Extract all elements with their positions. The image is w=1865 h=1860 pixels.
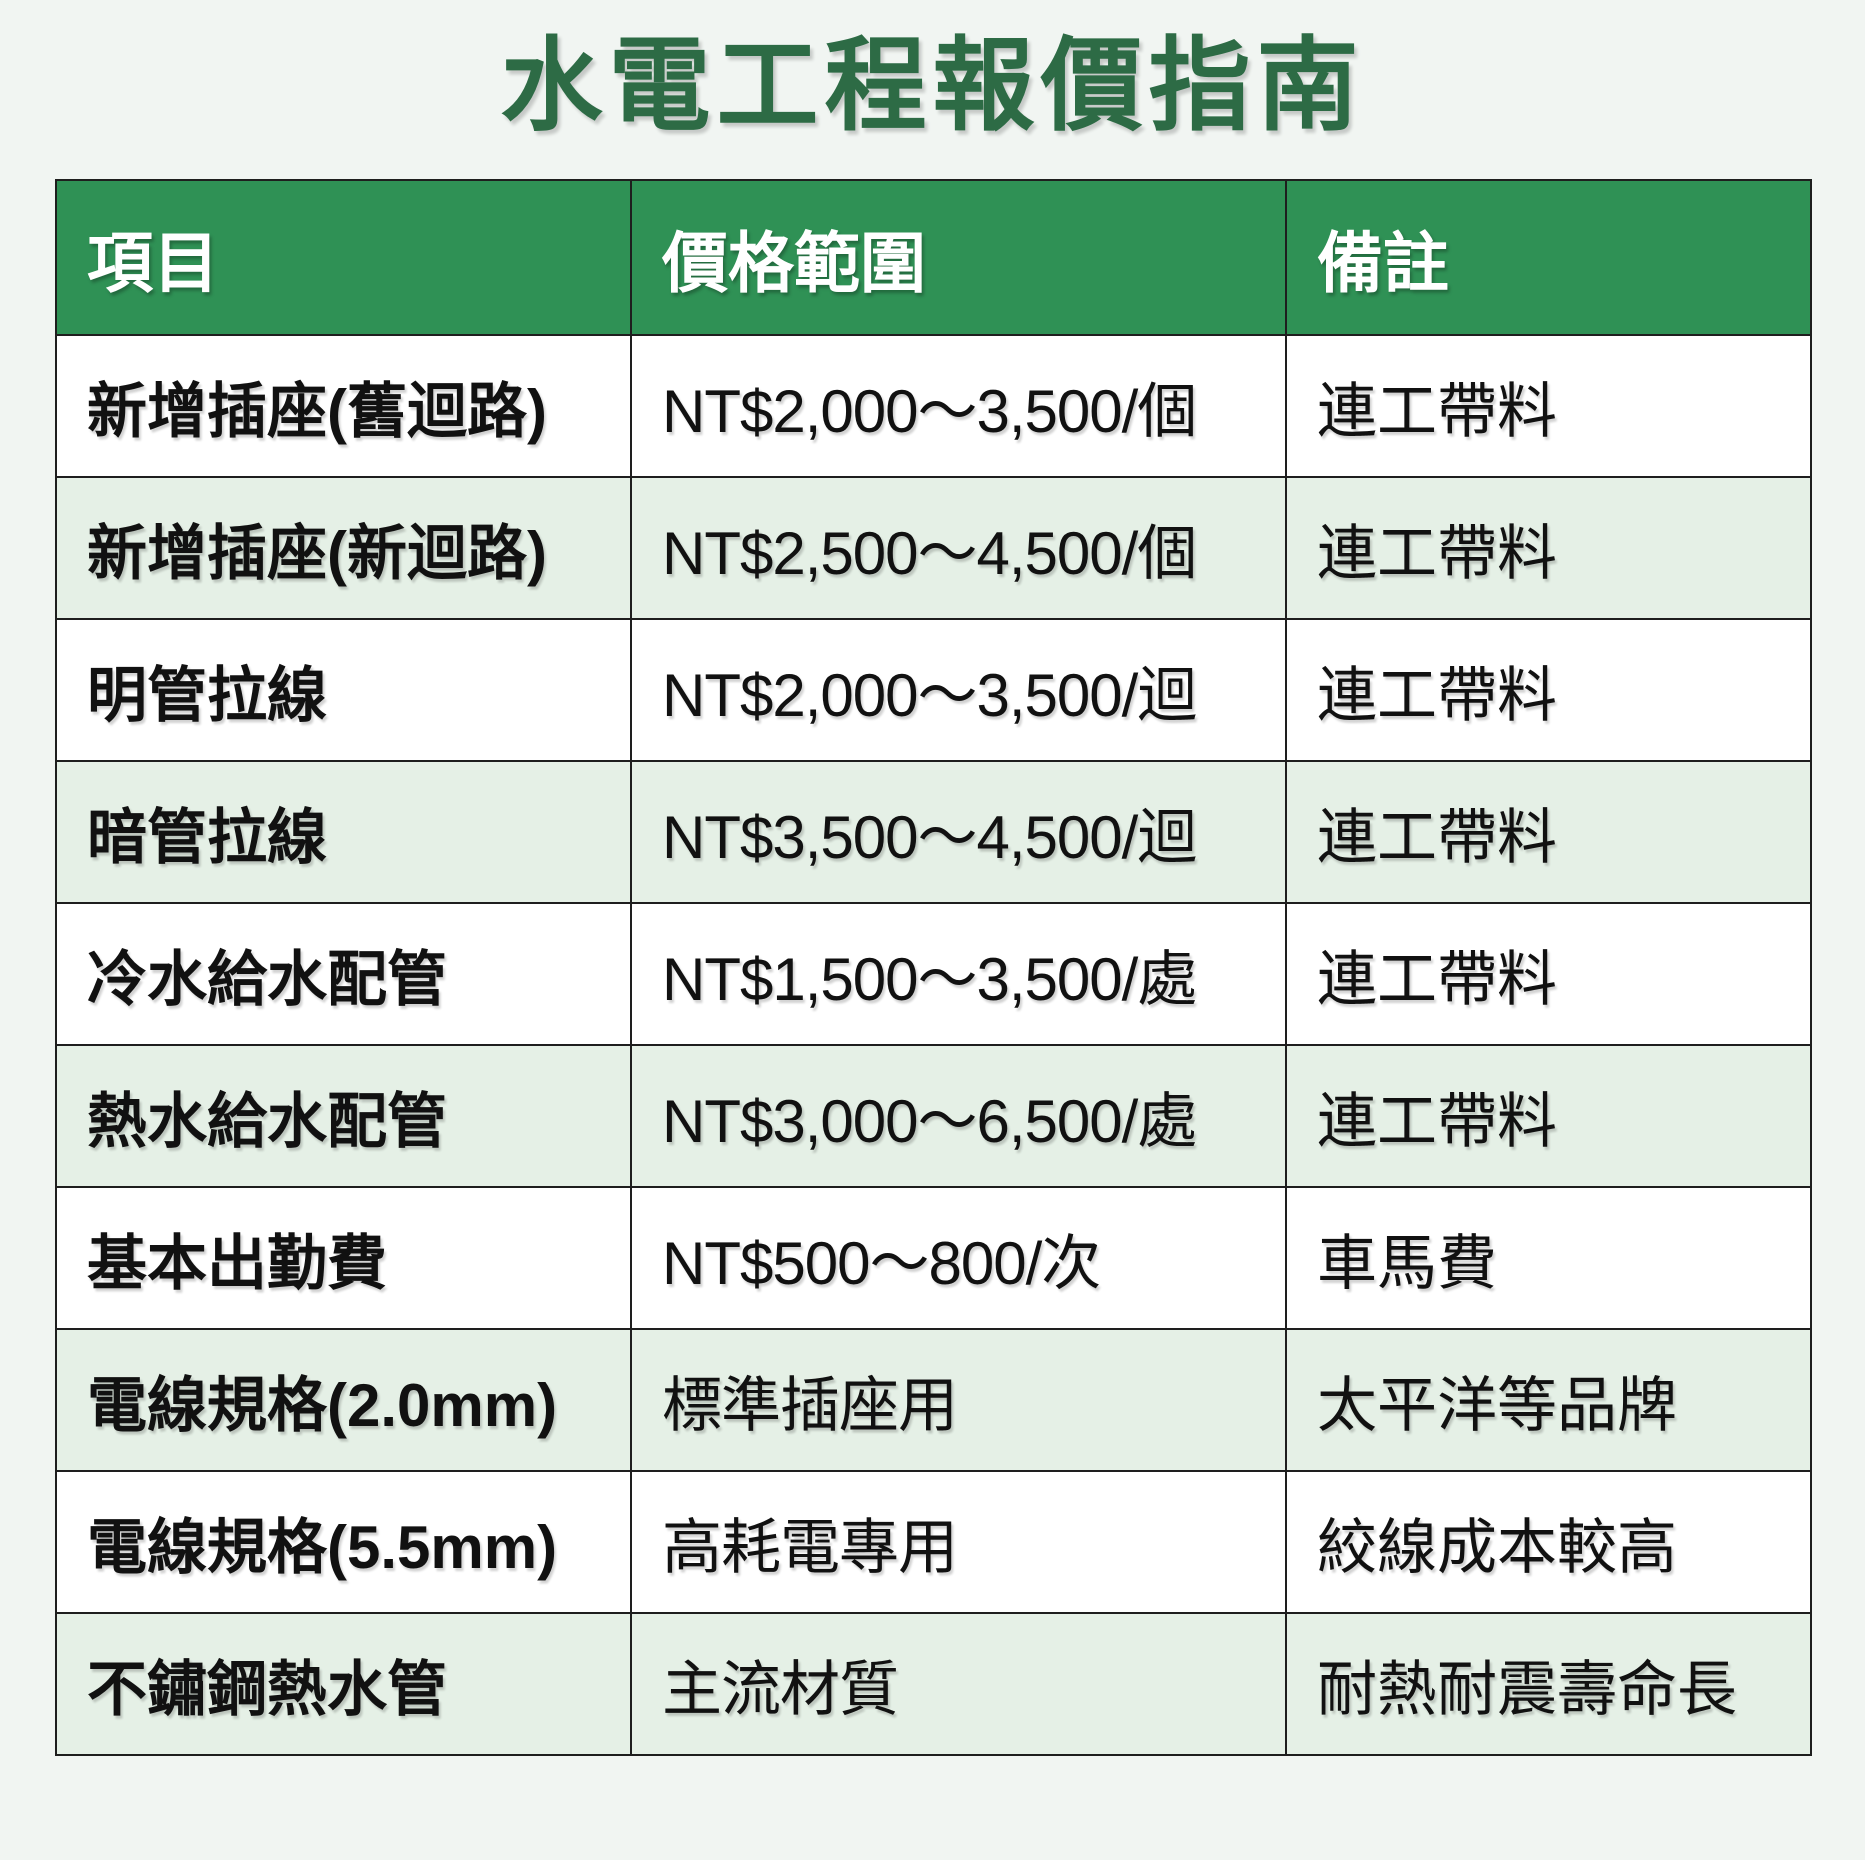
table-row: 熱水給水配管 NT$3,000〜6,500/處 連工帶料 <box>55 1044 1812 1188</box>
item-cell: 電線規格(5.5mm) <box>55 1470 632 1614</box>
item-cell: 基本出勤費 <box>55 1186 632 1330</box>
item-cell: 暗管拉線 <box>55 760 632 904</box>
price-cell: 標準插座用 <box>630 1328 1287 1472</box>
table-row: 基本出勤費 NT$500〜800/次 車馬費 <box>55 1186 1812 1330</box>
note-cell: 耐熱耐震壽命長 <box>1285 1612 1812 1756</box>
column-header-item: 項目 <box>55 179 632 336</box>
item-cell: 冷水給水配管 <box>55 902 632 1046</box>
page-title: 水電工程報價指南 <box>500 29 1365 143</box>
item-cell: 不鏽鋼熱水管 <box>55 1612 632 1756</box>
column-header-price-range: 價格範圍 <box>630 179 1287 336</box>
price-cell: NT$1,500〜3,500/處 <box>630 902 1287 1046</box>
table-row: 電線規格(2.0mm) 標準插座用 太平洋等品牌 <box>55 1328 1812 1472</box>
table-row: 明管拉線 NT$2,000〜3,500/迴 連工帶料 <box>55 618 1812 762</box>
table-header-row: 項目 價格範圍 備註 <box>55 179 1812 336</box>
table-row: 冷水給水配管 NT$1,500〜3,500/處 連工帶料 <box>55 902 1812 1046</box>
price-cell: 主流材質 <box>630 1612 1287 1756</box>
item-cell: 新增插座(舊迴路) <box>55 334 632 478</box>
price-cell: NT$2,000〜3,500/個 <box>630 334 1287 478</box>
price-cell: NT$2,500〜4,500/個 <box>630 476 1287 620</box>
note-cell: 連工帶料 <box>1285 1044 1812 1188</box>
note-cell: 連工帶料 <box>1285 476 1812 620</box>
item-cell: 明管拉線 <box>55 618 632 762</box>
table-row: 電線規格(5.5mm) 高耗電專用 絞線成本較高 <box>55 1470 1812 1614</box>
note-cell: 絞線成本較高 <box>1285 1470 1812 1614</box>
note-cell: 連工帶料 <box>1285 760 1812 904</box>
table-row: 暗管拉線 NT$3,500〜4,500/迴 連工帶料 <box>55 760 1812 904</box>
table-row: 新增插座(新迴路) NT$2,500〜4,500/個 連工帶料 <box>55 476 1812 620</box>
price-cell: 高耗電專用 <box>630 1470 1287 1614</box>
note-cell: 太平洋等品牌 <box>1285 1328 1812 1472</box>
item-cell: 熱水給水配管 <box>55 1044 632 1188</box>
price-cell: NT$3,000〜6,500/處 <box>630 1044 1287 1188</box>
price-cell: NT$500〜800/次 <box>630 1186 1287 1330</box>
note-cell: 連工帶料 <box>1285 334 1812 478</box>
note-cell: 連工帶料 <box>1285 618 1812 762</box>
item-cell: 新增插座(新迴路) <box>55 476 632 620</box>
note-cell: 連工帶料 <box>1285 902 1812 1046</box>
note-cell: 車馬費 <box>1285 1186 1812 1330</box>
item-cell: 電線規格(2.0mm) <box>55 1328 632 1472</box>
price-cell: NT$2,000〜3,500/迴 <box>630 618 1287 762</box>
quote-table: 項目 價格範圍 備註 新增插座(舊迴路) NT$2,000〜3,500/個 連工帶料… <box>55 179 1812 1756</box>
price-cell: NT$3,500〜4,500/迴 <box>630 760 1287 904</box>
column-header-notes: 備註 <box>1285 179 1812 336</box>
table-row: 不鏽鋼熱水管 主流材質 耐熱耐震壽命長 <box>55 1612 1812 1756</box>
table-row: 新增插座(舊迴路) NT$2,000〜3,500/個 連工帶料 <box>55 334 1812 478</box>
